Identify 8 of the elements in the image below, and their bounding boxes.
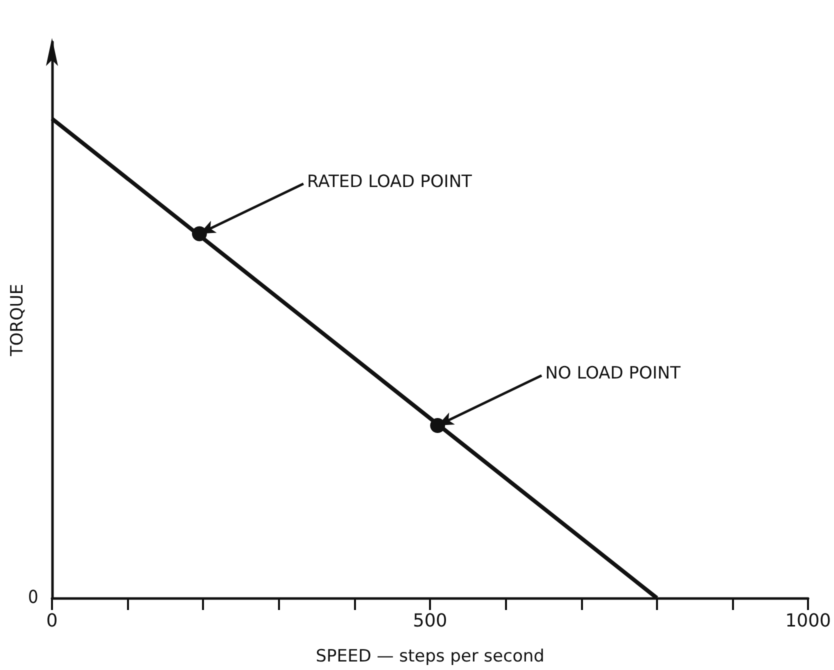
x-tick-label: 0 xyxy=(46,610,58,632)
x-axis-title: SPEED — steps per second xyxy=(316,646,544,666)
text: 0 xyxy=(28,587,38,608)
annotation: NO LOAD POINT xyxy=(545,364,682,384)
x-tick-label: 500 xyxy=(412,610,448,632)
y-axis-title: TORQUE xyxy=(8,284,28,358)
x-tick-label: 1000 xyxy=(785,610,831,632)
annotation: RATED LOAD POINT xyxy=(307,172,473,192)
